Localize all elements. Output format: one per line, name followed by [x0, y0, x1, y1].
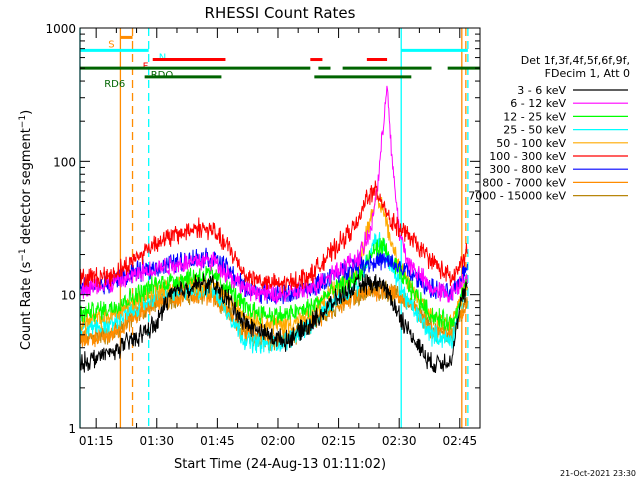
series-line-2	[79, 237, 468, 332]
x-tick-label-2: 01:45	[200, 434, 235, 448]
chart-title: RHESSI Count Rates	[205, 4, 356, 22]
legend-header-line-2: FDecim 1, Att 0	[545, 67, 630, 80]
legend: Det 1f,3f,4f,5f,6f,9f, FDecim 1, Att 0 3…	[468, 54, 630, 203]
legend-label-6: 300 - 800 keV	[489, 163, 566, 176]
y-axis-label: Count Rate (s−1 detector segment−1)	[18, 110, 34, 350]
y-tick-label-0: 1	[68, 422, 76, 436]
series-line-5	[79, 180, 468, 294]
flag-bars: SNFRDORD6	[80, 35, 480, 90]
series-line-3	[79, 232, 468, 354]
flag-label-S: S	[108, 39, 114, 50]
legend-header-line-1: Det 1f,3f,4f,5f,6f,9f,	[521, 54, 630, 67]
y-tick-label-1: 10	[61, 289, 76, 303]
series-lines	[79, 85, 468, 374]
x-tick-label-6: 02:45	[443, 434, 478, 448]
flag-label-N: N	[159, 52, 166, 63]
x-tick-label-4: 02:15	[321, 434, 356, 448]
legend-label-1: 6 - 12 keV	[510, 97, 566, 110]
footer-timestamp: 21-Oct-2021 23:30	[560, 469, 636, 478]
y-axis-ticks: 1 10 100 1000	[45, 22, 480, 436]
legend-label-7: 800 - 7000 keV	[482, 176, 566, 189]
x-tick-label-0: 01:15	[79, 434, 114, 448]
y-tick-label-3: 1000	[45, 22, 76, 36]
plot-frame	[79, 27, 481, 429]
x-tick-label-5: 02:30	[382, 434, 417, 448]
legend-label-5: 100 - 300 keV	[489, 150, 566, 163]
series-line-0	[79, 273, 468, 374]
flag-label-RD6: RD6	[104, 79, 125, 90]
x-tick-label-1: 01:30	[139, 434, 174, 448]
legend-label-0: 3 - 6 keV	[517, 84, 566, 97]
x-tick-label-3: 02:00	[261, 434, 296, 448]
legend-label-4: 50 - 100 keV	[496, 137, 566, 150]
legend-label-3: 25 - 50 keV	[503, 124, 566, 137]
legend-label-2: 12 - 25 keV	[503, 110, 566, 123]
x-axis-label: Start Time (24-Aug-13 01:11:02)	[174, 457, 386, 472]
x-axis-ticks: 01:15 01:30 01:45 02:00 02:15 02:30 02:45	[79, 28, 481, 448]
legend-label-8: 7000 - 15000 keV	[468, 190, 566, 203]
y-tick-label-2: 100	[53, 155, 76, 169]
series-line-1	[79, 85, 468, 305]
